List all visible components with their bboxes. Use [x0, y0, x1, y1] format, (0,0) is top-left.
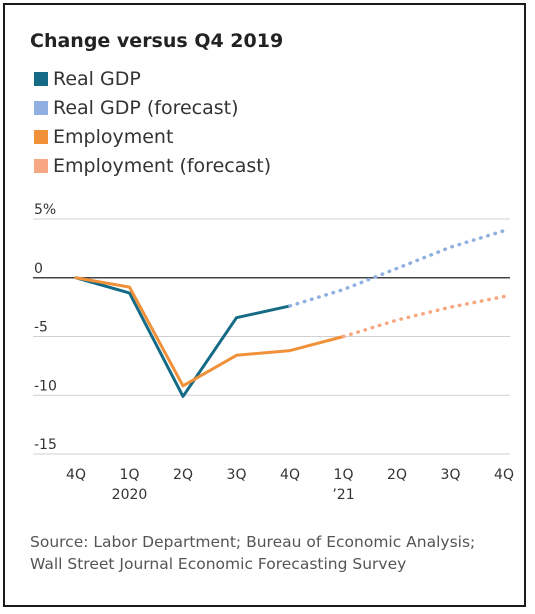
- series-line-real-gdp: [74, 276, 292, 398]
- legend-swatch: [34, 158, 48, 173]
- x-tick-sublabel: ’21: [332, 487, 354, 503]
- chart-frame: [3, 3, 526, 607]
- x-tick-label: 2Q: [173, 467, 193, 483]
- y-tick-label: 5%: [34, 202, 56, 218]
- x-tick-label: 1Q: [334, 467, 354, 483]
- legend-label: Employment (forecast): [53, 154, 272, 177]
- legend-label: Real GDP (forecast): [53, 96, 239, 119]
- legend-swatch: [34, 71, 48, 86]
- x-tick-sublabel: 2020: [112, 487, 148, 503]
- x-tick-label: 3Q: [227, 467, 247, 483]
- series-line-real-gdp-forecast: [288, 229, 506, 308]
- legend-item-real-gdp: Real GDP: [34, 64, 271, 93]
- legend: Real GDP Real GDP (forecast) Employment …: [34, 64, 271, 180]
- x-tick-label: 2Q: [387, 467, 407, 483]
- x-tick-label: 4Q: [66, 467, 86, 483]
- chart-title: Change versus Q4 2019: [30, 30, 284, 52]
- y-tick-label: -5: [34, 320, 48, 336]
- legend-item-employment-forecast: Employment (forecast): [34, 151, 271, 180]
- legend-swatch: [34, 100, 48, 115]
- source-note: Source: Labor Department; Bureau of Econ…: [30, 533, 476, 573]
- series-line-employment-forecast: [341, 294, 506, 339]
- legend-swatch: [34, 129, 48, 144]
- x-tick-label: 4Q: [280, 467, 300, 483]
- y-tick-label: 0: [34, 261, 43, 277]
- series-line-employment: [74, 276, 345, 388]
- y-tick-label: -10: [34, 378, 57, 394]
- y-tick-label: -15: [34, 437, 57, 453]
- legend-label: Real GDP: [53, 67, 141, 90]
- x-tick-label: 1Q: [120, 467, 140, 483]
- x-tick-label: 4Q: [494, 467, 514, 483]
- legend-item-employment: Employment: [34, 122, 271, 151]
- x-tick-label: 3Q: [441, 467, 461, 483]
- legend-label: Employment: [53, 125, 174, 148]
- legend-item-real-gdp-forecast: Real GDP (forecast): [34, 93, 271, 122]
